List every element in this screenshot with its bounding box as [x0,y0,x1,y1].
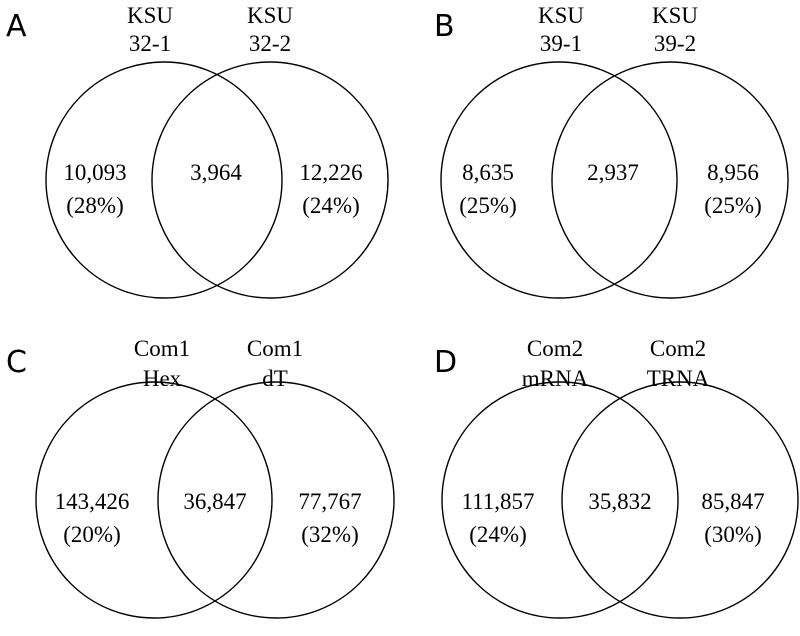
right-circle [551,61,789,299]
left-only-percent: (28%) [66,193,123,218]
overlap-count: 3,964 [190,160,242,185]
right-only-percent: (24%) [302,193,359,218]
panel-a: A KSU 32-1 KSU 32-2 10,093 (28%) 3,964 1… [6,3,389,299]
left-set-label-line2: 32-1 [129,31,171,56]
panel-letter: D [434,345,457,380]
panel-c: C Com1 Hex Com1 dT 143,426 (20%) 36,847 … [6,336,395,619]
overlap-count: 35,832 [588,489,651,514]
left-only-percent: (24%) [469,522,526,547]
right-set-label-line1: Com1 [247,336,303,361]
right-set-label-line1: KSU [652,3,698,28]
right-only-percent: (32%) [301,522,358,547]
overlap-count: 36,847 [183,489,246,514]
right-set-label-line1: KSU [247,3,293,28]
left-set-label-line1: Com2 [527,336,583,361]
right-circle [157,381,395,619]
left-circle [440,61,678,299]
left-set-label-line2: mRNA [522,366,589,391]
panel-letter: B [434,9,455,44]
right-set-label-line2: 32-2 [249,31,291,56]
right-circle [151,61,389,299]
left-only-percent: (20%) [63,522,120,547]
right-set-label-line2: 39-2 [654,31,696,56]
right-circle [561,381,799,619]
panel-d: D Com2 mRNA Com2 TRNA 111,857 (24%) 35,8… [434,336,799,619]
left-only-count: 10,093 [63,160,126,185]
panel-letter: C [6,345,27,380]
left-set-label-line2: Hex [143,366,182,391]
left-only-count: 143,426 [55,489,130,514]
left-circle [441,381,679,619]
left-set-label-line2: 39-1 [540,31,582,56]
left-only-count: 8,635 [462,160,514,185]
left-circle [45,61,283,299]
right-set-label-line1: Com2 [650,336,706,361]
right-set-label-line2: TRNA [647,366,710,391]
left-circle [35,381,273,619]
right-only-count: 12,226 [299,160,362,185]
left-set-label-line1: KSU [127,3,173,28]
left-set-label-line1: Com1 [134,336,190,361]
panel-letter: A [6,9,27,44]
left-only-count: 111,857 [461,489,534,514]
right-only-count: 85,847 [701,489,764,514]
right-only-count: 77,767 [298,489,361,514]
panel-b: B KSU 39-1 KSU 39-2 8,635 (25%) 2,937 8,… [434,3,789,299]
right-only-percent: (30%) [704,522,761,547]
left-set-label-line1: KSU [538,3,584,28]
overlap-count: 2,937 [587,160,639,185]
right-only-count: 8,956 [707,160,759,185]
right-set-label-line2: dT [262,366,288,391]
right-only-percent: (25%) [704,193,761,218]
left-only-percent: (25%) [459,193,516,218]
